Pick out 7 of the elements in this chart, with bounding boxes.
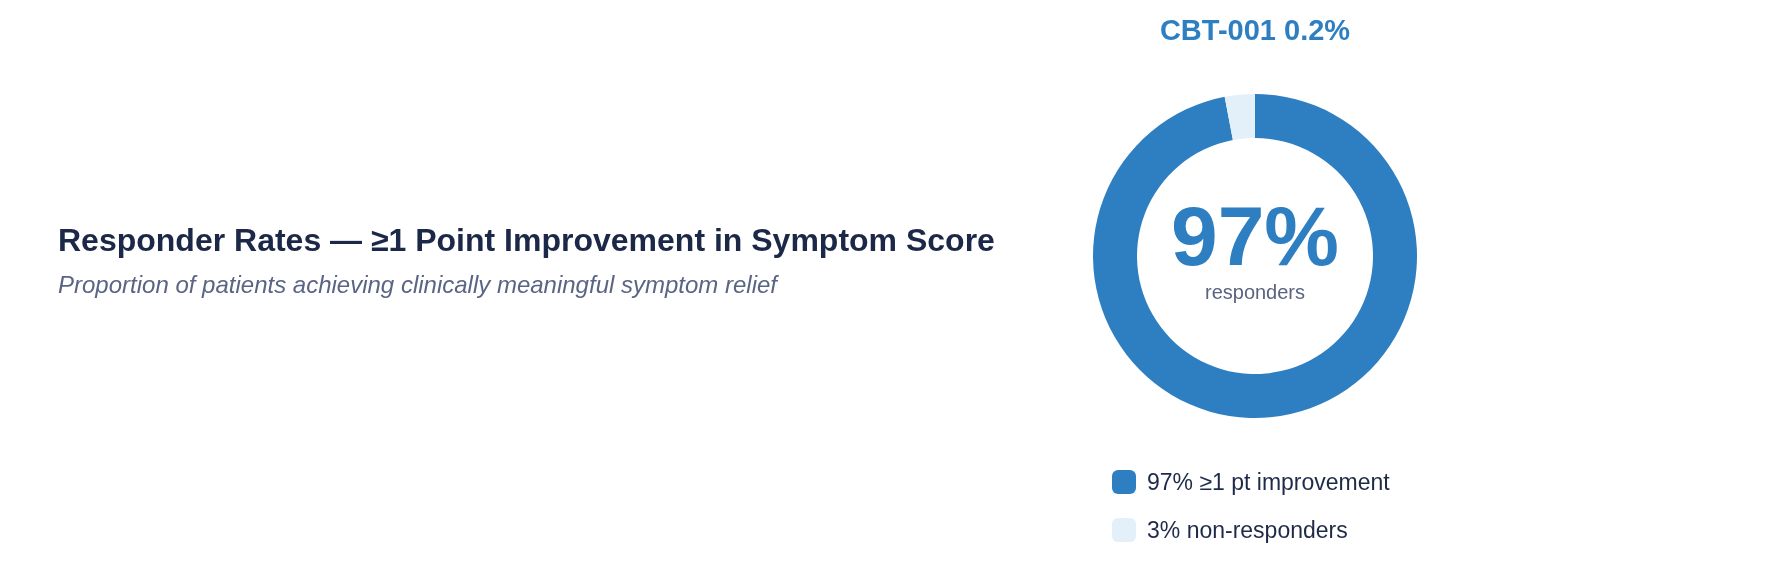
text: Proportion of patients achieving clinically meaningful symptom relief xyxy=(58,270,780,298)
text: Responder Rates — ≥1 Point Improvement in Symptom Score xyxy=(58,222,995,258)
text: 97% xyxy=(1170,189,1340,283)
legend-label: 97% ≥1 pt improvement xyxy=(1147,469,1391,495)
text: responders xyxy=(1204,281,1306,303)
text: CBT-001 0.2% xyxy=(1159,14,1351,46)
legend-label: 3% non-responders xyxy=(1147,517,1348,543)
